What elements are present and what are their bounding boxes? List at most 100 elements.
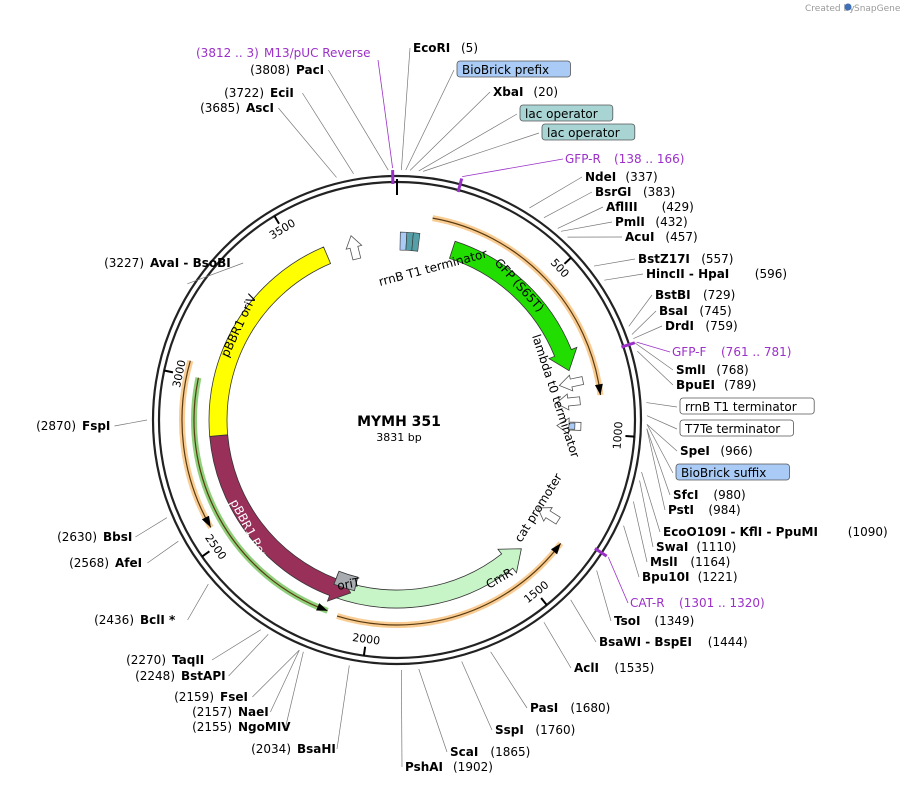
leader-line — [543, 622, 572, 669]
orf-line — [336, 543, 562, 626]
enzyme-name: PacI — [296, 63, 324, 77]
site-label-right: DrdI (759) — [633, 319, 738, 339]
leader-line — [646, 424, 678, 452]
enzyme-position: (1164) — [690, 555, 730, 569]
enzyme-name: SpeI — [680, 444, 710, 458]
site-label-left: FseI (2159) — [174, 649, 300, 704]
enzyme-name: AscI — [246, 101, 274, 115]
enzyme-name: SfcI — [673, 488, 698, 502]
primer-site — [456, 178, 464, 193]
enzyme-position: (432) — [655, 215, 687, 229]
enzyme-position: (984) — [708, 503, 740, 517]
leader-line — [285, 651, 304, 728]
site-label-right: ScaI (1865) — [418, 668, 530, 759]
leader-line — [187, 583, 209, 621]
enzyme-name: DrdI — [665, 319, 694, 333]
feature-box — [675, 463, 790, 481]
feature-box — [519, 104, 614, 122]
primer-range: (138 .. 166) — [614, 152, 684, 166]
enzyme-position: (759) — [705, 319, 737, 333]
labels-layer: EcoRI (5) BioBrick prefix XbaI (20) lac opera… — [36, 41, 888, 774]
site-label-right: BsaI (745) — [631, 304, 732, 335]
feature-box — [679, 397, 815, 415]
leader-line — [596, 570, 612, 622]
leader-line — [646, 428, 666, 511]
enzyme-position: (1680) — [570, 701, 610, 715]
site-label-right: T7Te terminator — [646, 415, 794, 437]
leader-line — [604, 273, 644, 281]
enzyme-position: (1535) — [614, 661, 654, 675]
enzyme-position: (429) — [662, 200, 694, 214]
leader-line — [302, 92, 354, 174]
enzyme-position: (1902) — [453, 760, 493, 774]
site-label-right: AflIII (429) — [557, 200, 694, 229]
enzyme-name: MslI — [650, 555, 678, 569]
site-label-right: PshAI (1902) — [401, 669, 493, 774]
primer-name: CAT-R — [630, 596, 665, 610]
enzyme-name: PshAI — [405, 760, 443, 774]
enzyme-name: NgoMIV — [238, 720, 291, 734]
feature-layer — [208, 231, 585, 609]
enzyme-name: NaeI — [238, 705, 269, 719]
enzyme-position: (3808) — [250, 63, 290, 77]
enzyme-position: (5) — [461, 41, 478, 55]
leader-line — [405, 69, 455, 171]
leader-line — [543, 191, 593, 219]
enzyme-position: (1865) — [490, 745, 530, 759]
site-label-left: AfeI (2568) — [69, 540, 179, 570]
leader-line — [646, 402, 678, 408]
site-label-right: XbaI (20) — [409, 85, 558, 171]
orf-layer — [179, 215, 604, 628]
leader-line — [593, 258, 636, 267]
site-label-right: SmlI (768) — [634, 342, 749, 377]
site-label-left: AvaI - BsoBI (3227) — [104, 256, 244, 285]
orf-arrowhead — [316, 603, 328, 611]
enzyme-name: AfeI — [115, 556, 142, 570]
tick-label: 1000 — [610, 421, 625, 450]
rrnb-terminator-2-arrow-icon — [555, 393, 581, 411]
leader-line — [637, 350, 674, 386]
leader-line — [646, 428, 671, 496]
orf-arrowhead — [594, 383, 603, 396]
site-label-right: BstBI (729) — [628, 288, 735, 327]
leader-line — [252, 649, 300, 698]
site-label-left: EciI (3722) — [224, 86, 354, 174]
site-label-left: NaeI (2157) — [192, 649, 300, 719]
enzyme-name: BsrGI — [595, 185, 632, 199]
enzyme-name: SmlI — [676, 363, 706, 377]
orf-line — [193, 377, 328, 612]
enzyme-name: TaqII — [172, 653, 204, 667]
site-label-right: EcoRI (5) — [401, 41, 478, 171]
enzyme-name: AflIII — [606, 200, 638, 214]
site-label-left: BsaHI (2034) — [251, 665, 350, 756]
enzyme-name: BstBI — [655, 288, 691, 302]
feature-box — [679, 419, 794, 437]
enzyme-name: BstAPI — [181, 669, 226, 683]
tick-mark — [201, 550, 210, 558]
orf-arrowhead — [550, 543, 561, 555]
tick-label: 3500 — [267, 216, 298, 242]
tick-mark — [163, 369, 174, 374]
leader-line — [529, 176, 583, 209]
enzyme-position: (2157) — [192, 705, 232, 719]
primer-range: (3812 .. 3) — [196, 46, 259, 60]
leader-line — [423, 132, 540, 172]
enzyme-position: (20) — [533, 85, 558, 99]
leader-line — [633, 325, 663, 339]
enzyme-position: (3227) — [104, 256, 144, 270]
enzyme-name: FspI — [82, 419, 110, 433]
enzyme-position: (789) — [724, 378, 756, 392]
feature-box-label: lac operator — [525, 107, 598, 121]
enzyme-position: (2568) — [69, 556, 109, 570]
leader-line — [623, 525, 640, 578]
site-label-right: EcoO109I - KflI - PpuMI (1090) — [641, 471, 888, 539]
leader-line — [570, 599, 597, 643]
leader-line — [114, 419, 148, 427]
leader-line — [633, 501, 648, 563]
primer-range: (761 .. 781) — [721, 345, 791, 359]
orf-line — [432, 217, 602, 396]
primer-range: (1301 .. 1320) — [679, 596, 765, 610]
enzyme-position: (1760) — [535, 723, 575, 737]
site-label-left: TaqII (2270) — [126, 629, 262, 667]
tick-label: 2500 — [202, 532, 229, 562]
